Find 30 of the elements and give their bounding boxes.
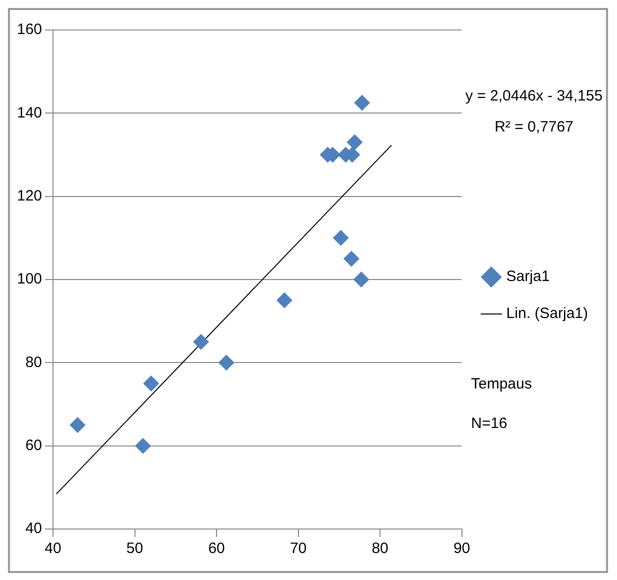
- point: [70, 417, 86, 434]
- text: N=16: [471, 415, 508, 432]
- x-tick-label: 80: [372, 540, 388, 558]
- point: [346, 134, 363, 150]
- text: Tempaus: [471, 376, 532, 393]
- y-tick-label: 80: [25, 354, 42, 371]
- point: [193, 334, 209, 350]
- y-tick-label: 140: [16, 104, 42, 122]
- legend-label: Lin. (Sarja1): [506, 305, 588, 322]
- x-tick-label: 50: [126, 540, 144, 558]
- y-tick-label: 100: [16, 270, 42, 288]
- y-tick-label: 160: [16, 21, 42, 38]
- legend-label: Sarja1: [506, 268, 550, 286]
- point: [143, 375, 160, 392]
- point: [332, 230, 349, 246]
- point: [218, 354, 234, 371]
- x-tick-label: 90: [453, 540, 470, 558]
- x-tick-label: 40: [44, 540, 62, 558]
- y-tick-label: 40: [25, 520, 42, 538]
- point: [353, 272, 370, 288]
- y-tick-label: 60: [25, 436, 42, 454]
- point: [354, 94, 370, 111]
- text: y = 2,0446x - 34,155: [465, 87, 603, 104]
- x-tick-label: 70: [290, 540, 307, 558]
- y-tick-label: 120: [16, 187, 42, 204]
- point: [343, 250, 360, 267]
- point: [276, 292, 292, 308]
- x-tick-label: 60: [208, 540, 225, 558]
- text: R² = 0,7767: [494, 118, 574, 136]
- point: [134, 438, 151, 454]
